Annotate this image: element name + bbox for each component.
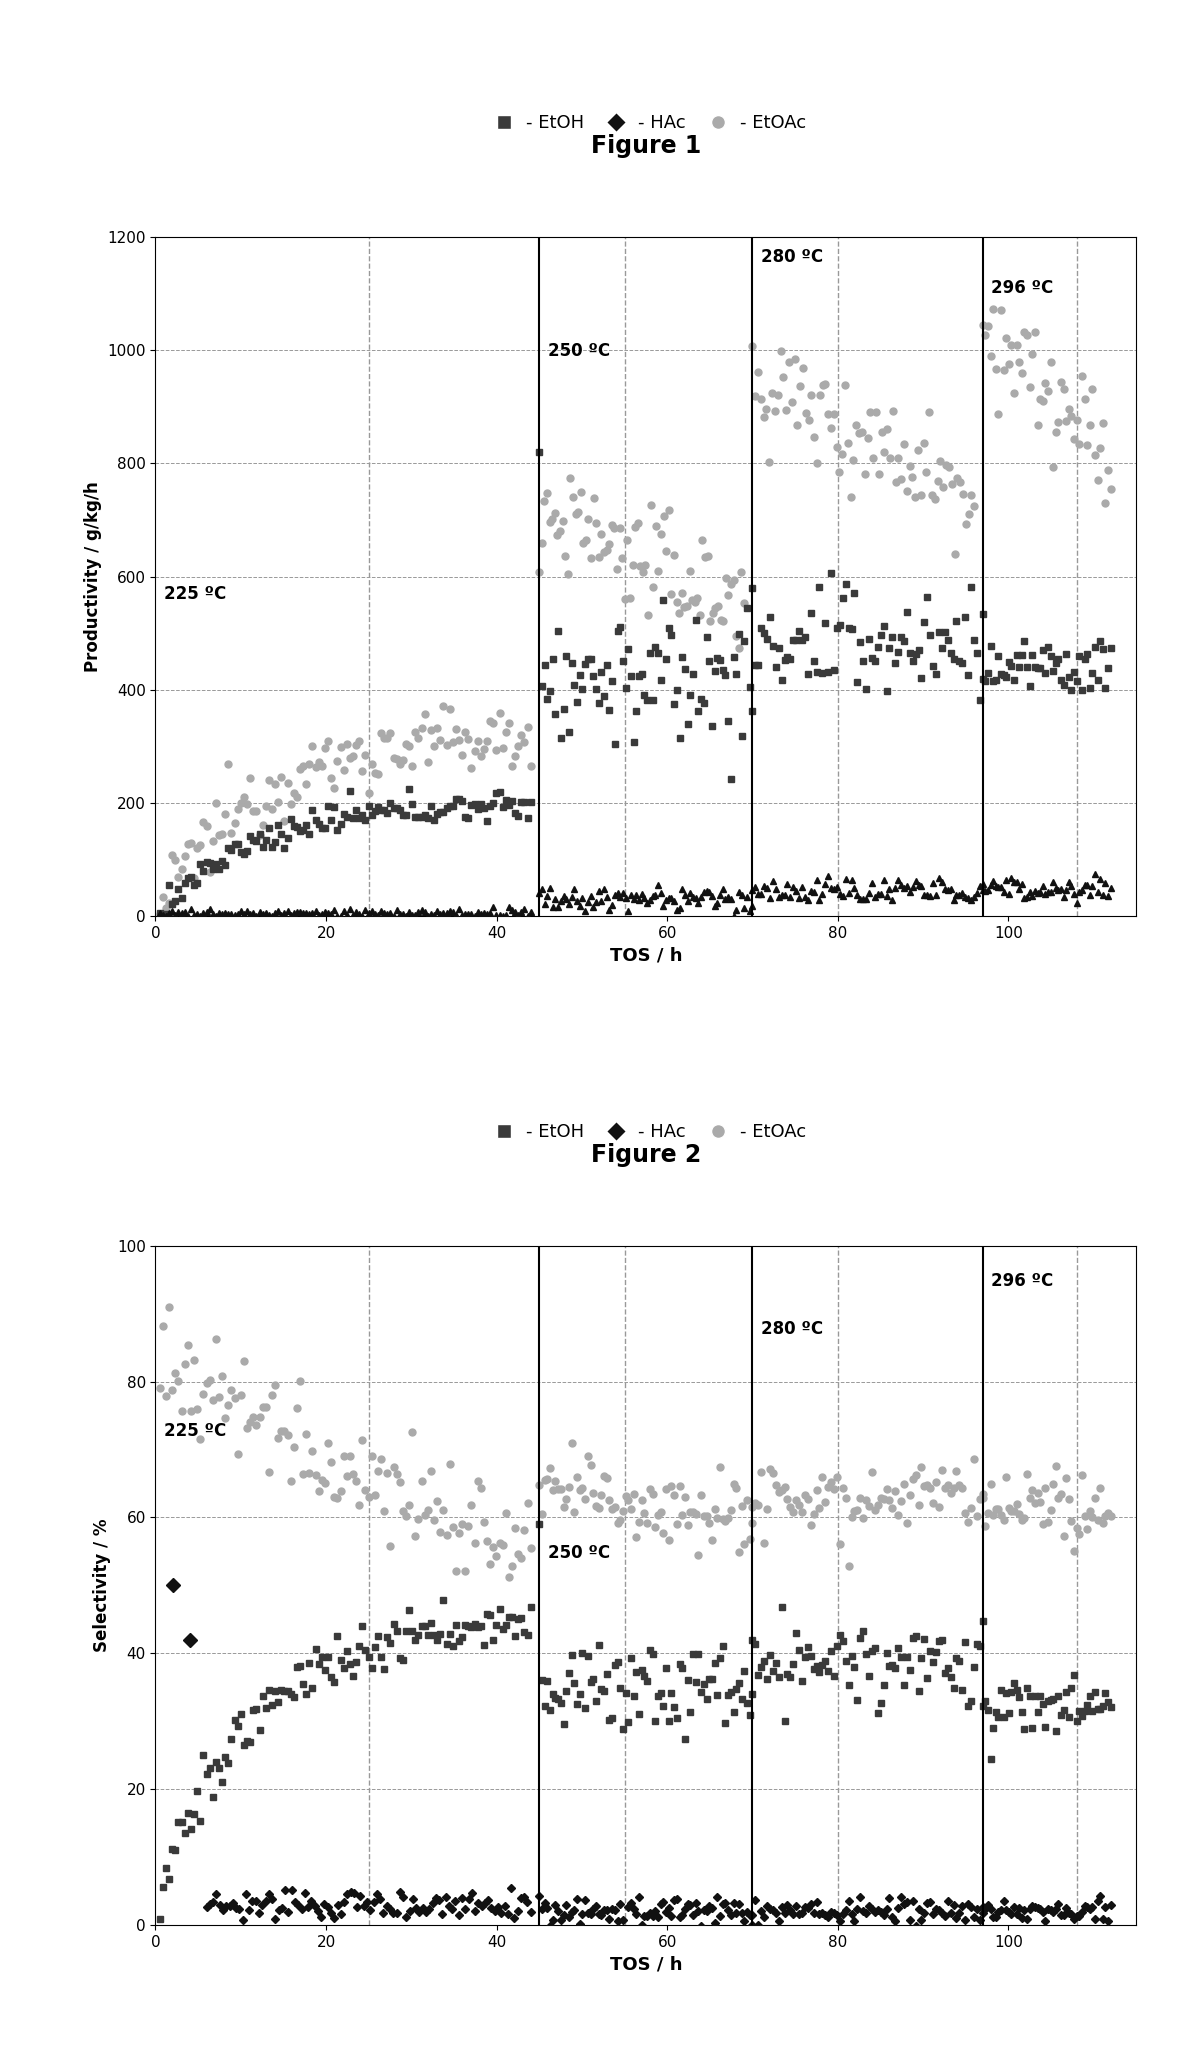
Text: 250 ºC: 250 ºC bbox=[548, 1544, 610, 1563]
Text: 280 ºC: 280 ºC bbox=[761, 249, 823, 266]
X-axis label: TOS / h: TOS / h bbox=[610, 947, 682, 964]
Text: 225 ºC: 225 ºC bbox=[164, 585, 226, 603]
Y-axis label: Productivity / g/kg/h: Productivity / g/kg/h bbox=[84, 482, 102, 671]
X-axis label: TOS / h: TOS / h bbox=[610, 1956, 682, 1973]
Legend: - EtOH, - HAc, - EtOAc: - EtOH, - HAc, - EtOAc bbox=[478, 1116, 813, 1149]
Text: 296 ºC: 296 ºC bbox=[991, 1272, 1054, 1291]
Y-axis label: Selectivity / %: Selectivity / % bbox=[93, 1520, 111, 1651]
Title: Figure 2: Figure 2 bbox=[591, 1143, 701, 1167]
Text: 296 ºC: 296 ºC bbox=[991, 280, 1054, 296]
Legend: - EtOH, - HAc, - EtOAc: - EtOH, - HAc, - EtOAc bbox=[478, 107, 813, 140]
Text: 250 ºC: 250 ºC bbox=[548, 342, 610, 360]
Title: Figure 1: Figure 1 bbox=[591, 134, 701, 159]
Text: 280 ºC: 280 ºC bbox=[761, 1320, 823, 1338]
Text: 225 ºC: 225 ºC bbox=[164, 1423, 226, 1439]
